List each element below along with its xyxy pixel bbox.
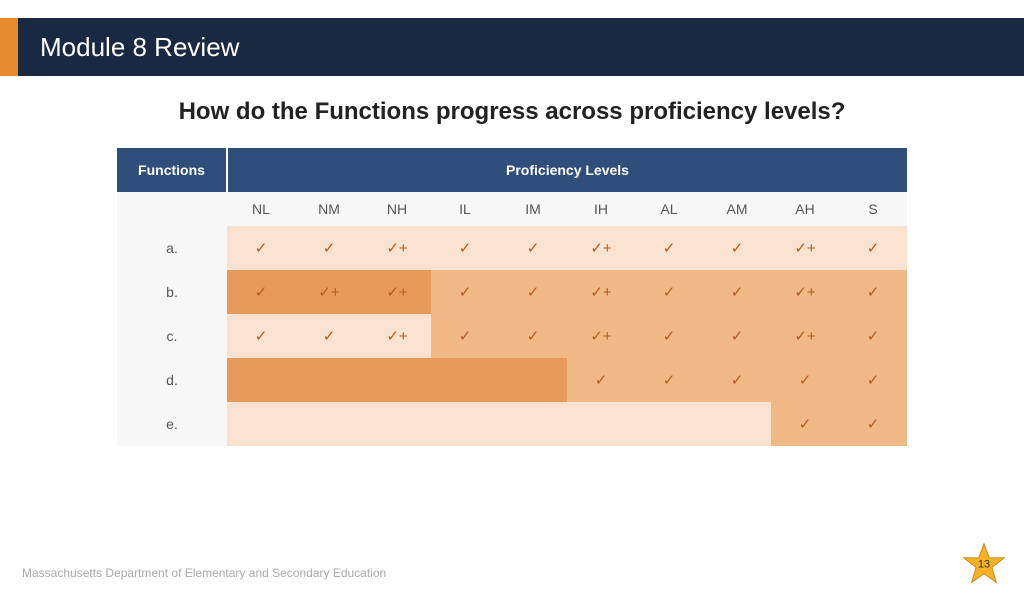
level-header-cell: AL xyxy=(635,192,703,226)
data-cell: ✓+ xyxy=(567,270,635,314)
data-cell: ✓ xyxy=(295,314,363,358)
data-cell: ✓ xyxy=(635,314,703,358)
table-row: a.✓✓✓+✓✓✓+✓✓✓+✓ xyxy=(117,226,907,270)
data-cell: ✓ xyxy=(839,270,907,314)
data-cell: ✓+ xyxy=(771,270,839,314)
data-cell: ✓ xyxy=(431,270,499,314)
data-cell: ✓ xyxy=(499,226,567,270)
data-cell xyxy=(227,402,295,446)
empty-corner xyxy=(117,192,227,226)
data-cell: ✓ xyxy=(703,226,771,270)
functions-header: Functions xyxy=(117,148,227,192)
proficiency-table: Functions Proficiency Levels NLNMNHILIMI… xyxy=(117,148,907,446)
data-cell: ✓+ xyxy=(295,270,363,314)
data-cell: ✓ xyxy=(839,358,907,402)
data-cell: ✓ xyxy=(635,226,703,270)
data-cell: ✓ xyxy=(227,226,295,270)
data-cell: ✓ xyxy=(703,270,771,314)
data-cell: ✓ xyxy=(431,314,499,358)
data-cell: ✓ xyxy=(839,402,907,446)
level-header-cell: NM xyxy=(295,192,363,226)
data-cell: ✓ xyxy=(499,314,567,358)
data-cell: ✓+ xyxy=(363,226,431,270)
page-star: 13 xyxy=(962,542,1006,586)
data-cell xyxy=(499,402,567,446)
data-cell xyxy=(499,358,567,402)
data-cell: ✓ xyxy=(295,226,363,270)
data-cell xyxy=(363,402,431,446)
data-cell: ✓ xyxy=(431,226,499,270)
function-label: a. xyxy=(117,226,227,270)
level-header-cell: S xyxy=(839,192,907,226)
data-cell: ✓ xyxy=(839,314,907,358)
header-bar: Module 8 Review xyxy=(0,18,1024,76)
data-cell: ✓ xyxy=(839,226,907,270)
data-cell xyxy=(635,402,703,446)
data-cell xyxy=(363,358,431,402)
level-header-cell: IM xyxy=(499,192,567,226)
table-container: Functions Proficiency Levels NLNMNHILIMI… xyxy=(0,148,1024,446)
data-cell: ✓ xyxy=(703,314,771,358)
data-cell: ✓+ xyxy=(771,226,839,270)
data-cell: ✓ xyxy=(635,358,703,402)
function-label: d. xyxy=(117,358,227,402)
level-header-cell: IL xyxy=(431,192,499,226)
level-header-cell: IH xyxy=(567,192,635,226)
data-cell xyxy=(567,402,635,446)
level-header-cell: AM xyxy=(703,192,771,226)
page-number: 13 xyxy=(978,559,990,571)
data-cell: ✓+ xyxy=(567,226,635,270)
data-cell: ✓ xyxy=(771,402,839,446)
footer-text: Massachusetts Department of Elementary a… xyxy=(22,566,386,580)
slide-title: Module 8 Review xyxy=(18,18,1024,76)
accent-stripe xyxy=(0,18,18,76)
level-header-cell: AH xyxy=(771,192,839,226)
data-cell: ✓+ xyxy=(363,270,431,314)
data-cell xyxy=(227,358,295,402)
data-cell: ✓+ xyxy=(363,314,431,358)
data-cell xyxy=(703,402,771,446)
table-header-row: Functions Proficiency Levels xyxy=(117,148,907,192)
table-row: b.✓✓+✓+✓✓✓+✓✓✓+✓ xyxy=(117,270,907,314)
table-row: c.✓✓✓+✓✓✓+✓✓✓+✓ xyxy=(117,314,907,358)
table-row: d.✓✓✓✓✓ xyxy=(117,358,907,402)
slide-subtitle: How do the Functions progress across pro… xyxy=(0,98,1024,126)
data-cell xyxy=(295,358,363,402)
table-row: e. ✓✓ xyxy=(117,402,907,446)
data-cell xyxy=(431,358,499,402)
level-header-cell: NH xyxy=(363,192,431,226)
data-cell xyxy=(431,402,499,446)
level-header-row: NLNMNHILIMIHALAMAHS xyxy=(117,192,907,226)
data-cell: ✓ xyxy=(635,270,703,314)
data-cell: ✓ xyxy=(499,270,567,314)
data-cell xyxy=(295,402,363,446)
data-cell: ✓ xyxy=(227,314,295,358)
level-header-cell: NL xyxy=(227,192,295,226)
function-label: e. xyxy=(117,402,227,446)
proficiency-header: Proficiency Levels xyxy=(227,148,907,192)
data-cell: ✓+ xyxy=(567,314,635,358)
function-label: c. xyxy=(117,314,227,358)
data-cell: ✓ xyxy=(227,270,295,314)
data-cell: ✓ xyxy=(567,358,635,402)
data-cell: ✓ xyxy=(703,358,771,402)
data-cell: ✓ xyxy=(771,358,839,402)
data-cell: ✓+ xyxy=(771,314,839,358)
function-label: b. xyxy=(117,270,227,314)
